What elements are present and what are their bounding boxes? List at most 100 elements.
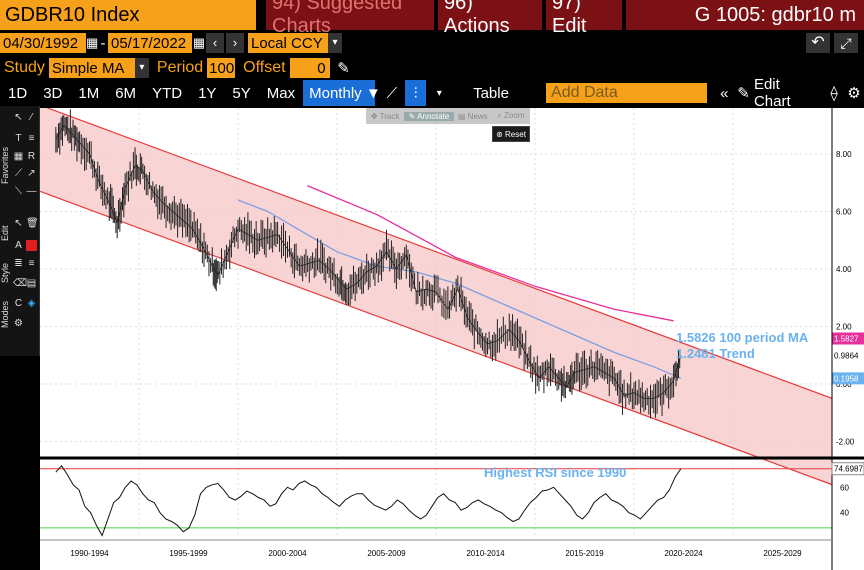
range-5y-button[interactable]: 5Y [232, 84, 251, 102]
select-tool-icon[interactable]: ↖ [14, 218, 23, 229]
magnet-icon[interactable]: C [14, 298, 23, 309]
edit-chart-text: Edit Chart [753, 76, 791, 110]
palette-icon[interactable]: ◈ [27, 298, 36, 309]
x-tick-label: 2000-2004 [268, 549, 307, 558]
trash-icon[interactable]: 🗑 [26, 218, 39, 229]
actions-button[interactable]: 96) Actions [438, 0, 542, 37]
channel-tool-icon[interactable]: ⟋ [15, 168, 22, 179]
drawing-toolbox: Favorites Edit Style Modes ↖ ⁄ T ≡ ▦ R ⟋… [0, 106, 40, 356]
offset-label: Offset [243, 59, 286, 76]
track-mode-button[interactable]: ✥ Track [370, 111, 400, 121]
trend-tool-icon[interactable]: ⟍ [15, 186, 22, 197]
edit-chart-button[interactable]: ✎ Edit Chart [735, 76, 820, 110]
study-type-select[interactable]: Simple MA [48, 58, 135, 78]
chevron-down-icon[interactable]: ▾ [328, 33, 342, 53]
pink-trend-line [307, 184, 674, 322]
annotate-mode-button[interactable]: ✎ Annotate [404, 111, 454, 121]
side-tab-edit[interactable]: Edit [0, 225, 10, 241]
add-data-input[interactable]: Add Data [546, 83, 708, 103]
currency-text: Local CCY [251, 34, 323, 52]
period-input[interactable]: 100 [207, 58, 236, 78]
calendar-icon[interactable]: ▦ [192, 35, 206, 50]
bar-chart-icon[interactable]: ⫶ [404, 80, 427, 106]
news-label: News [467, 111, 488, 121]
y-tick-label: 2.00 [836, 323, 852, 332]
y-tick-label: 4.00 [836, 265, 852, 274]
rsi-value-label: 74.6987 [834, 465, 863, 474]
chart-mode-popup: ✥ Track ✎ Annotate ▤ News ⌕ Zoom [366, 108, 530, 124]
trend-annotation: 1.2481 Trend [676, 346, 755, 361]
x-tick-label: 2010-2014 [466, 549, 505, 558]
x-tick-label: 1995-1999 [169, 549, 208, 558]
table-button[interactable]: Table [473, 84, 509, 102]
annotate-icon[interactable]: ⟠ [830, 85, 838, 102]
grid-tool-icon[interactable]: ▦ [13, 151, 24, 162]
range-ytd-button[interactable]: YTD [152, 84, 183, 102]
calendar-icon[interactable]: ▦ [86, 35, 99, 50]
track-label: Track [379, 111, 400, 121]
edit-button[interactable]: 97) Edit [546, 0, 622, 37]
y-tick-label: 6.00 [836, 208, 852, 217]
side-tab-modes[interactable]: Modes [0, 300, 10, 328]
font-icon[interactable]: A [15, 240, 22, 251]
value-tag-label: 0.9864 [834, 352, 859, 361]
rsi-tick-label: 40 [840, 509, 849, 518]
range-1y-button[interactable]: 1Y [198, 84, 217, 102]
next-arrow-icon[interactable]: › [226, 33, 244, 53]
news-mode-button[interactable]: ▤ News [457, 111, 488, 121]
start-date-field[interactable]: 04/30/1992 [0, 33, 86, 53]
reset-label: Reset [505, 129, 526, 139]
arrow-tool-icon[interactable]: ↗ [27, 168, 36, 179]
range-1d-button[interactable]: 1D [8, 84, 28, 102]
hline-tool-icon[interactable]: — [26, 186, 37, 197]
side-tab-favorites[interactable]: Favorites [0, 146, 10, 184]
offset-value: 0 [317, 59, 326, 77]
frequency-select[interactable]: Monthly ▼ [303, 80, 381, 106]
value-tag [832, 349, 864, 362]
color-swatch-icon[interactable] [26, 240, 37, 251]
layer-icon[interactable]: ▤ [26, 278, 37, 289]
study-label: Study [4, 59, 45, 76]
offset-input[interactable]: 0 [289, 58, 330, 78]
ticker-field[interactable]: GDBR10 Index [0, 0, 256, 30]
chevron-down-icon[interactable]: ▾ [436, 87, 442, 99]
range-max-button[interactable]: Max [266, 84, 296, 102]
rsi-tick-label: 60 [840, 483, 849, 492]
line-chart-icon[interactable]: ⟋ [386, 84, 398, 102]
chart-area[interactable]: 8.00 6.00 4.00 2.00 0.00 -2.00 1.5827 0.9864 0.1… [40, 108, 864, 570]
settings-small-icon[interactable]: ⚙ [14, 318, 23, 329]
rsi-annotation: Highest RSI since 1990 [484, 465, 627, 480]
rsi-line [55, 464, 682, 537]
fib-tool-icon[interactable]: ≡ [28, 133, 35, 144]
r-tool-icon[interactable]: R [27, 151, 36, 162]
line-style-icon[interactable]: ≣ [14, 258, 23, 269]
cursor-icon[interactable]: ↖ [14, 112, 23, 123]
suggested-charts-button[interactable]: 94) Suggested Charts [266, 0, 434, 37]
x-tick-label: 2015-2019 [565, 549, 604, 558]
study-bar: Study Simple MA ▾ Period 100 Offset 0 ✎ [0, 56, 864, 80]
range-6m-button[interactable]: 6M [115, 84, 137, 102]
expand-icon[interactable]: ⤢ [834, 33, 858, 53]
currency-select[interactable]: Local CCY [248, 33, 328, 53]
reset-button[interactable]: ⊛ Reset [492, 126, 530, 142]
range-1m-button[interactable]: 1M [78, 84, 100, 102]
trend-lower-line [40, 190, 833, 486]
collapse-icon[interactable]: « [720, 84, 729, 102]
x-tick-label: 2025-2029 [763, 549, 802, 558]
line-tool-icon[interactable]: ⁄ [30, 112, 33, 123]
zoom-mode-button[interactable]: ⌕ Zoom [497, 111, 525, 120]
end-date-field[interactable]: 05/17/2022 [108, 33, 192, 53]
ma-annotation: 1.5826 100 period MA [676, 330, 809, 345]
range-3d-button[interactable]: 3D [43, 84, 63, 102]
weight-icon[interactable]: ≡ [28, 258, 35, 269]
pencil-icon[interactable]: ✎ [337, 60, 350, 77]
side-tab-style[interactable]: Style [0, 263, 10, 284]
prev-arrow-icon[interactable]: ‹ [206, 33, 224, 53]
eraser-icon[interactable]: ⌫ [13, 278, 28, 289]
undo-icon[interactable]: ↶ [806, 33, 830, 53]
text-tool-icon[interactable]: T [15, 133, 22, 144]
zoom-label: Zoom [504, 111, 525, 120]
gear-icon[interactable]: ⚙ [847, 85, 861, 102]
chevron-down-icon[interactable]: ▾ [134, 58, 149, 78]
x-tick-label: 1990-1994 [70, 549, 109, 558]
